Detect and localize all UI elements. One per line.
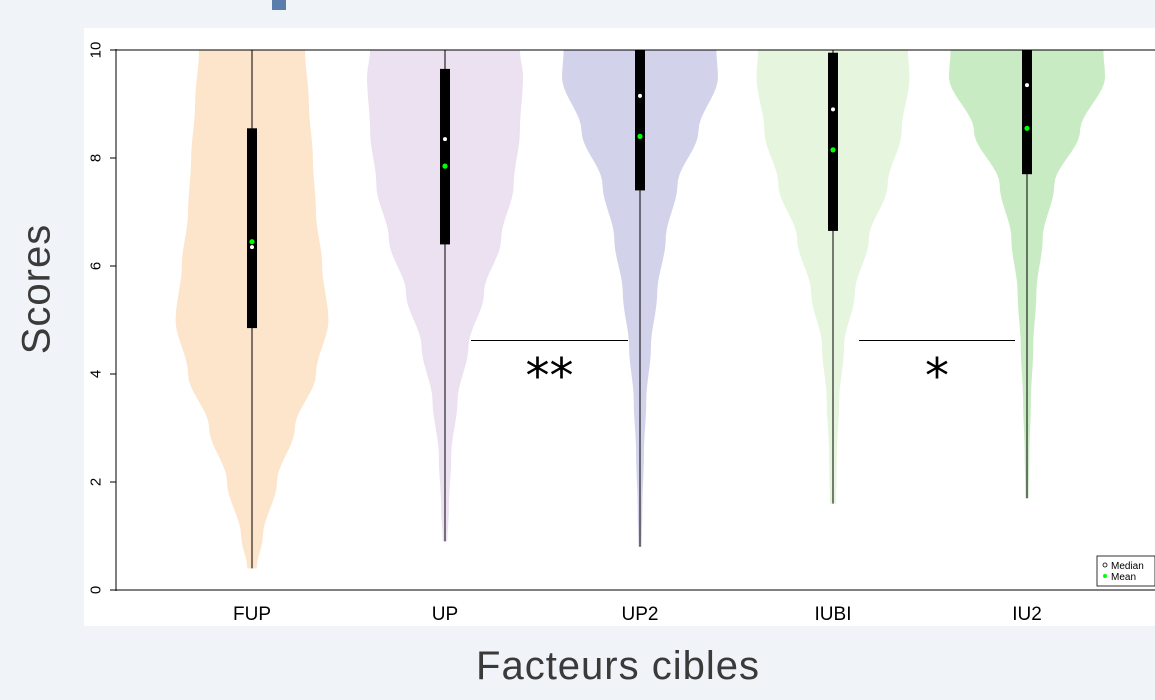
x-tick-label-fup: FUP: [233, 604, 271, 625]
median-point-iu2: [1025, 83, 1029, 88]
y-tick-label: 6: [88, 262, 105, 270]
legend-mean-marker: [1103, 574, 1107, 578]
legend-median-marker: [1102, 562, 1108, 568]
box-fup: [247, 128, 257, 329]
significance-label: *: [925, 349, 949, 405]
legend-label-median: Median: [1111, 561, 1144, 572]
x-tick-label-up: UP: [432, 604, 458, 625]
x-tick-label-up2: UP2: [622, 604, 659, 625]
median-point-up: [443, 137, 447, 142]
y-tick-label: 8: [88, 154, 105, 162]
y-tick-label: 4: [88, 370, 105, 378]
significance-label: **: [526, 349, 574, 405]
x-axis-title: Facteurs cibles: [476, 644, 760, 688]
chart-panel: 0 2 4 6 8 10 FUP UP UP2 IUBI IU2 ** * Median Mean: [84, 28, 1155, 626]
legend-label-mean: Mean: [1111, 572, 1136, 583]
x-tick-label-iu2: IU2: [1012, 604, 1042, 625]
y-tick-label: 10: [88, 42, 105, 59]
x-tick-label-iubi: IUBI: [815, 604, 852, 625]
y-tick-label: 0: [88, 586, 105, 594]
box-up2: [635, 50, 645, 191]
slide-accent-bar: [272, 0, 286, 10]
median-point-iubi: [831, 107, 835, 112]
mean-point-up2: [637, 133, 643, 139]
y-axis-title: Scores: [14, 223, 59, 355]
box-iu2: [1022, 50, 1032, 175]
legend-box: [1096, 555, 1155, 587]
mean-point-up: [442, 163, 448, 169]
mean-point-iu2: [1024, 125, 1030, 131]
median-point-up2: [638, 93, 642, 98]
box-up: [440, 68, 450, 245]
mean-point-fup: [249, 239, 255, 245]
y-tick-label: 2: [88, 478, 105, 486]
box-iubi: [828, 52, 838, 231]
mean-point-iubi: [830, 147, 836, 153]
median-point-fup: [250, 245, 254, 250]
